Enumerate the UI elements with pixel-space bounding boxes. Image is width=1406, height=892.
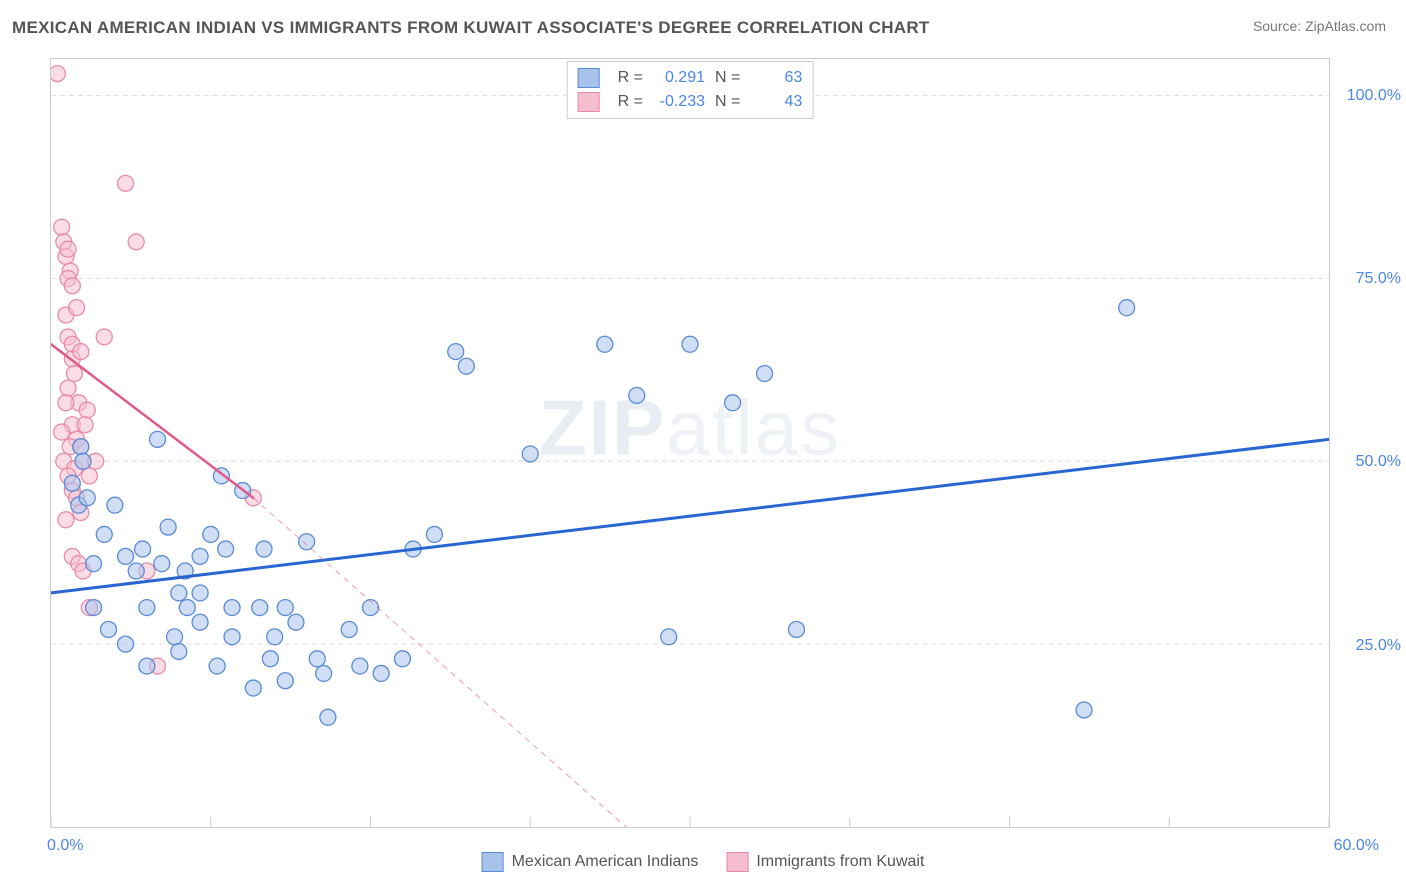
legend-label-1: Immigrants from Kuwait [756,853,924,870]
source-label: Source: [1253,18,1301,34]
series-legend: Mexican American Indians Immigrants from… [482,852,925,872]
legend-swatch-1 [578,92,600,112]
n-value-1: 43 [750,90,802,114]
r-label: R = [618,90,643,114]
y-tick-label: 50.0% [1356,453,1401,471]
y-tick-label: 25.0% [1356,637,1401,655]
legend-item-1: Immigrants from Kuwait [726,852,924,872]
y-tick-label: 75.0% [1356,270,1401,288]
legend-row-series-0: R = 0.291 N = 63 [578,66,803,90]
legend-swatch-icon [482,852,504,872]
chart-plot-area: ZIPatlas R = 0.291 N = 63 R = -0.233 N =… [50,58,1330,828]
source-attribution: Source: ZipAtlas.com [1253,18,1386,34]
legend-item-0: Mexican American Indians [482,852,699,872]
x-tick-min: 0.0% [47,837,83,855]
legend-label-0: Mexican American Indians [512,853,699,870]
source-name: ZipAtlas.com [1305,18,1386,34]
correlation-legend: R = 0.291 N = 63 R = -0.233 N = 43 [567,61,814,119]
legend-swatch-icon [726,852,748,872]
r-value-1: -0.233 [653,90,705,114]
r-label: R = [618,66,643,90]
scatter-svg [51,59,1329,827]
legend-swatch-0 [578,68,600,88]
legend-row-series-1: R = -0.233 N = 43 [578,90,803,114]
x-tick-max: 60.0% [1334,837,1379,855]
n-label: N = [715,90,740,114]
n-label: N = [715,66,740,90]
y-tick-label: 100.0% [1347,87,1401,105]
chart-title: MEXICAN AMERICAN INDIAN VS IMMIGRANTS FR… [12,18,930,38]
n-value-0: 63 [750,66,802,90]
r-value-0: 0.291 [653,66,705,90]
